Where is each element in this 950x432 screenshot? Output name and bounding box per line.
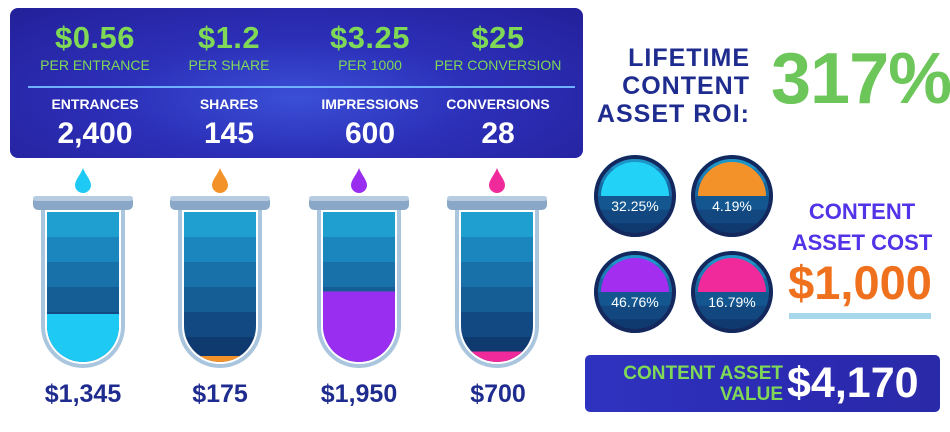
tube-glass xyxy=(317,208,401,368)
metric-label: SHARES xyxy=(199,96,259,112)
metric-value: 2,400 xyxy=(57,117,133,150)
tube-band xyxy=(184,287,256,313)
metric-value: 600 xyxy=(344,117,396,150)
metrics-divider xyxy=(28,86,575,88)
share-circle-shares: 4.19% xyxy=(691,155,773,237)
share-percent: 32.25% xyxy=(611,198,659,214)
tube-band xyxy=(323,262,395,288)
share-circle-conversions: 16.79% xyxy=(691,251,773,333)
tube-fill xyxy=(461,351,533,362)
circle-ring xyxy=(594,155,676,237)
roi-label: LIFETIME CONTENT ASSET ROI: xyxy=(596,44,750,128)
share-cap xyxy=(601,258,669,292)
metrics-panel: $0.56 PER ENTRANCE ENTRANCES 2,400 $1.2 … xyxy=(10,8,583,158)
circle-ring xyxy=(691,155,773,237)
share-circle-graphic xyxy=(691,251,773,333)
metric-value: 145 xyxy=(203,117,255,150)
asset-value-label: CONTENT ASSET VALUE xyxy=(623,363,783,405)
tube-glass xyxy=(178,208,262,368)
circle-band xyxy=(594,209,676,225)
cost-value: $1,000 xyxy=(788,256,932,309)
tube-rim-highlight xyxy=(170,196,270,201)
cost-label: CONTENT ASSET COST xyxy=(791,199,933,255)
tube-band xyxy=(47,212,119,238)
drop-icon xyxy=(489,168,505,193)
rate-unit: PER SHARE xyxy=(188,57,270,73)
share-cap xyxy=(601,162,669,196)
share-circle-graphic xyxy=(691,155,773,237)
share-percent: 16.79% xyxy=(708,294,756,310)
tube-band xyxy=(323,237,395,263)
metric-label: CONVERSIONS xyxy=(446,96,550,112)
tube-glass xyxy=(455,208,539,368)
rate-value: $1.2 xyxy=(197,20,261,55)
circle-band xyxy=(691,209,773,225)
drop-icon xyxy=(212,168,228,193)
tube-band xyxy=(323,212,395,238)
tube-band xyxy=(184,262,256,288)
cost-underline xyxy=(789,313,931,319)
share-circle-entrances: 32.25% xyxy=(594,155,676,237)
tube-rim-highlight xyxy=(447,196,547,201)
tube-band xyxy=(461,312,533,338)
circle-ring xyxy=(691,251,773,333)
tube-band xyxy=(47,237,119,263)
share-circle-impressions: 46.76% xyxy=(594,251,676,333)
tube-liquid xyxy=(47,212,119,362)
tube-liquid xyxy=(323,212,395,362)
rate-unit: PER ENTRANCE xyxy=(40,57,150,73)
circle-band xyxy=(594,305,676,321)
share-cap xyxy=(698,258,766,292)
rate-value: $3.25 xyxy=(329,20,411,55)
drop-icon xyxy=(351,168,367,193)
share-cap xyxy=(698,162,766,196)
circle-band xyxy=(691,292,773,307)
test-tube xyxy=(309,168,409,368)
share-circle-graphic xyxy=(594,155,676,237)
tube-band xyxy=(461,262,533,288)
metric-label: IMPRESSIONS xyxy=(321,96,419,112)
circle-band xyxy=(691,196,773,211)
tube-liquid xyxy=(461,212,533,362)
share-percent: 46.76% xyxy=(611,294,659,310)
metric-label: ENTRANCES xyxy=(51,96,139,112)
tube-total-conversions: $700 xyxy=(470,380,526,408)
circle-band xyxy=(594,292,676,307)
tube-band xyxy=(461,212,533,238)
share-percent: 4.19% xyxy=(712,198,752,214)
roi-value: 317% xyxy=(771,39,950,119)
asset-value-amount: $4,170 xyxy=(787,359,919,407)
rate-unit: PER CONVERSION xyxy=(434,57,562,73)
tube-rim-highlight xyxy=(309,196,409,201)
tube-band xyxy=(47,262,119,288)
tube-band xyxy=(184,237,256,263)
circle-band xyxy=(691,305,773,321)
tube-total-shares: $175 xyxy=(192,380,248,408)
circle-band xyxy=(594,196,676,211)
tube-band xyxy=(461,287,533,313)
rate-value: $0.56 xyxy=(54,20,136,55)
tube-band xyxy=(184,312,256,338)
tube-total-impressions: $1,950 xyxy=(320,380,398,408)
circle-ring xyxy=(594,251,676,333)
tube-liquid xyxy=(184,212,256,362)
metric-value: 28 xyxy=(481,117,515,150)
rate-value: $25 xyxy=(471,20,525,55)
tube-band xyxy=(184,212,256,238)
rate-unit: PER 1000 xyxy=(338,57,402,73)
tube-rim-highlight xyxy=(33,196,133,201)
tube-total-entrances: $1,345 xyxy=(44,380,122,408)
share-circle-graphic xyxy=(594,251,676,333)
tube-fill xyxy=(323,291,395,362)
tube-band xyxy=(47,287,119,313)
test-tubes xyxy=(33,168,547,368)
tube-fill xyxy=(184,356,256,362)
test-tube xyxy=(447,168,547,368)
drop-icon xyxy=(75,168,91,193)
test-tube xyxy=(33,168,133,368)
test-tube xyxy=(170,168,270,368)
tube-glass xyxy=(41,208,125,368)
tube-band xyxy=(461,237,533,263)
asset-value-panel: CONTENT ASSET VALUE $4,170 xyxy=(585,355,940,412)
